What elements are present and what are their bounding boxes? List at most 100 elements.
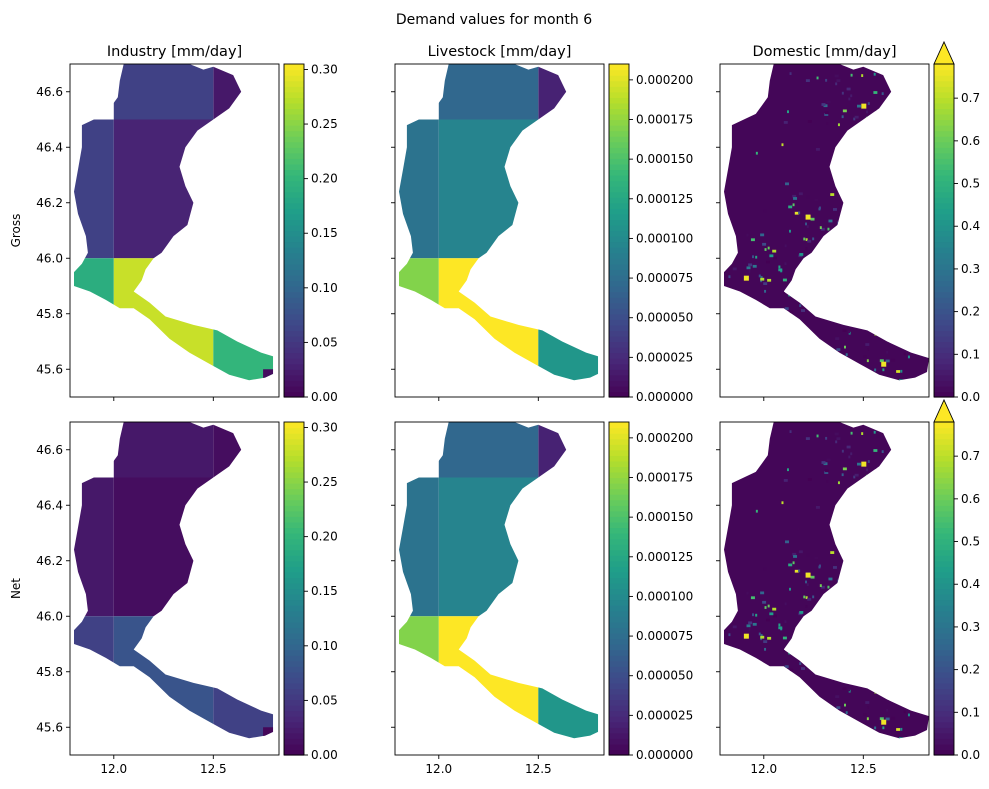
colorbar-tick-label: 0.7 xyxy=(961,91,980,105)
axes-frame xyxy=(394,63,605,398)
colorbar-segment xyxy=(609,125,629,132)
heatmap-block-3 xyxy=(399,477,439,617)
colorbar-segment xyxy=(284,566,304,573)
colorbar-tick-label: 0.2 xyxy=(961,305,980,319)
colorbar-segment xyxy=(934,743,954,751)
heatmap-cell xyxy=(814,198,819,202)
heatmap-hotspot-1 xyxy=(743,275,749,281)
colorbar-segment xyxy=(934,102,954,109)
heatmap-cell xyxy=(772,249,777,253)
colorbar-segment xyxy=(934,599,954,606)
colorbar-segment xyxy=(934,483,954,490)
colorbar-segment xyxy=(284,422,304,429)
colorbar-segment xyxy=(934,649,954,656)
colorbar-segment xyxy=(609,527,629,534)
heatmap-block-7 xyxy=(213,671,274,739)
heatmap-cell xyxy=(781,501,784,505)
y-tick-label: 45.8 xyxy=(36,307,63,321)
panel-gross-2: Livestock [mm/day]0.0000000.0000250.0000… xyxy=(391,44,693,404)
colorbar-segment xyxy=(934,671,954,678)
heatmap-cell xyxy=(865,116,870,120)
colorbar-segment xyxy=(609,577,629,584)
heatmap-cell xyxy=(798,550,803,554)
colorbar-tick-label: 0.10 xyxy=(311,281,338,295)
heatmap-cell xyxy=(866,359,869,363)
heatmap-cell xyxy=(810,575,815,579)
heatmap-cell xyxy=(835,593,840,597)
heatmap-cell xyxy=(863,355,868,358)
heatmap-cell xyxy=(752,613,755,617)
heatmap-cell xyxy=(867,373,872,377)
heatmap-cell xyxy=(799,646,804,649)
colorbar-segment xyxy=(609,319,629,326)
heatmap-block-7 xyxy=(438,258,539,381)
heatmap-cell xyxy=(861,432,864,435)
colorbar-segment xyxy=(609,291,629,298)
colorbar-segment xyxy=(934,152,954,159)
heatmap-cell xyxy=(824,111,829,115)
colorbar-segment xyxy=(609,269,629,276)
colorbar-segment xyxy=(609,682,629,689)
colorbar-segment xyxy=(609,352,629,359)
heatmap-cell xyxy=(868,130,871,133)
heatmap-block-7 xyxy=(213,313,274,381)
colorbar: 0.00 0.05 0.10 0.15 0.20 0.25 0.30 xyxy=(283,62,338,404)
colorbar-segment xyxy=(934,499,954,506)
colorbar-segment xyxy=(609,638,629,645)
colorbar-tick-label: 0.000150 xyxy=(636,510,693,524)
heatmap-cell xyxy=(805,605,808,608)
colorbar-tick-label: 0.4 xyxy=(961,577,980,591)
colorbar-segment xyxy=(934,191,954,198)
colorbar-segment xyxy=(609,483,629,490)
colorbar-segment xyxy=(284,505,304,512)
heatmap-cell xyxy=(850,431,853,435)
colorbar-segment xyxy=(934,738,954,745)
heatmap-cell xyxy=(836,79,841,83)
colorbar-segment xyxy=(284,599,304,606)
heatmap-cell xyxy=(867,319,872,323)
colorbar-segment xyxy=(284,533,304,540)
panel-net-1: 45.645.846.046.246.446.612.0 12.5Net0.000… xyxy=(9,420,338,776)
heatmap-cell xyxy=(887,134,890,138)
heatmap-cell xyxy=(724,229,727,233)
heatmap-cell xyxy=(883,529,888,532)
panel-gross-1: 45.6 45.8 46.0 46.2 46.4 46.6 Industry [mm/day… xyxy=(9,44,338,404)
heatmap-cell xyxy=(812,252,817,256)
colorbar-segment xyxy=(934,555,954,562)
heatmap-cell xyxy=(789,229,791,233)
heatmap-cell xyxy=(728,633,731,637)
axes-frame xyxy=(394,421,605,756)
colorbar-tick-label: 0.4 xyxy=(961,219,980,233)
heatmap-cell xyxy=(827,227,830,231)
heatmap-cell xyxy=(861,74,864,77)
heatmap-cell xyxy=(844,578,849,582)
heatmap-cell xyxy=(792,203,795,207)
colorbar: 0.0 0.1 0.2 0.3 0.4 0.5 0.6 0.7 xyxy=(933,40,980,404)
heatmap-cell xyxy=(826,270,829,273)
heatmap-cell xyxy=(799,288,804,291)
heatmap-cell xyxy=(810,217,815,221)
heatmap-cell xyxy=(812,237,815,241)
heatmap-block-3 xyxy=(399,119,439,259)
heatmap-cell xyxy=(807,120,812,123)
heatmap-cell xyxy=(793,555,798,558)
colorbar-segment xyxy=(934,588,954,595)
axes-frame xyxy=(719,421,930,756)
heatmap-cell xyxy=(758,274,761,278)
colorbar-segment xyxy=(284,125,304,132)
colorbar-tick-label: 0.00 xyxy=(311,390,338,404)
colorbar-segment xyxy=(609,147,629,154)
heatmap-cell xyxy=(760,637,763,641)
colorbar-segment xyxy=(284,258,304,265)
heatmap-block-5 xyxy=(74,258,114,381)
heatmap-cell xyxy=(764,647,767,651)
colorbar-segment xyxy=(609,632,629,640)
colorbar-segment xyxy=(934,247,954,254)
heatmap-cell xyxy=(812,610,817,614)
row-label: Net xyxy=(9,578,23,599)
colorbar-segment xyxy=(609,380,629,387)
heatmap-cell xyxy=(859,124,862,127)
colorbar-segment xyxy=(609,510,629,517)
colorbar-segment xyxy=(284,433,304,440)
